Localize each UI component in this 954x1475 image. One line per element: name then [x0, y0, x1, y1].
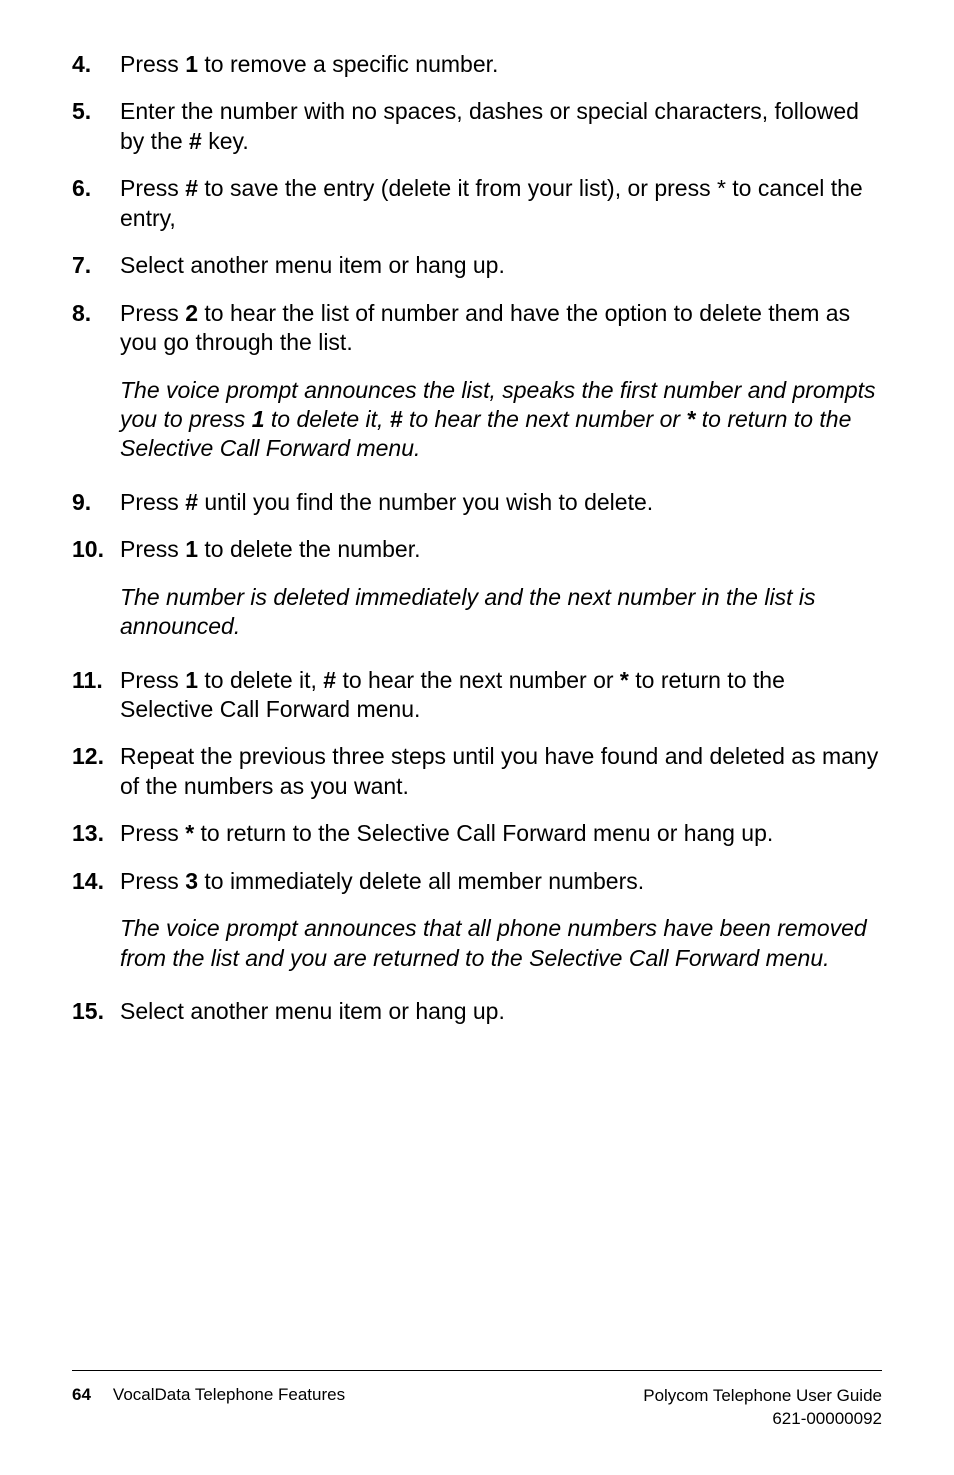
list-item: 15.Select another menu item or hang up.: [72, 997, 882, 1026]
list-text: Repeat the previous three steps until yo…: [120, 742, 882, 801]
list-note: The number is deleted immediately and th…: [120, 583, 882, 642]
list-number: 6.: [72, 174, 120, 233]
list-number: 14.: [72, 867, 120, 896]
list-text: Enter the number with no spaces, dashes …: [120, 97, 882, 156]
list-item: 13.Press * to return to the Selective Ca…: [72, 819, 882, 848]
page-footer: 64 VocalData Telephone Features Polycom …: [72, 1370, 882, 1431]
list-number: 5.: [72, 97, 120, 156]
list-text: Press 3 to immediately delete all member…: [120, 867, 882, 896]
list-number: 11.: [72, 666, 120, 725]
list-number: 9.: [72, 488, 120, 517]
list-item: 10.Press 1 to delete the number.: [72, 535, 882, 564]
list-number: 12.: [72, 742, 120, 801]
list-text: Press # until you find the number you wi…: [120, 488, 882, 517]
page-number: 64: [72, 1385, 91, 1431]
list-text: Press 1 to delete the number.: [120, 535, 882, 564]
list-number: 4.: [72, 50, 120, 79]
list-number: 15.: [72, 997, 120, 1026]
content: 4.Press 1 to remove a specific number.5.…: [72, 50, 882, 1027]
list-item: 11.Press 1 to delete it, # to hear the n…: [72, 666, 882, 725]
list-text: Press 1 to delete it, # to hear the next…: [120, 666, 882, 725]
list-text: Select another menu item or hang up.: [120, 997, 882, 1026]
list-text: Press 1 to remove a specific number.: [120, 50, 882, 79]
list-text: Press * to return to the Selective Call …: [120, 819, 882, 848]
list-item: 9.Press # until you find the number you …: [72, 488, 882, 517]
list-item: 5.Enter the number with no spaces, dashe…: [72, 97, 882, 156]
list-item: 12.Repeat the previous three steps until…: [72, 742, 882, 801]
list-number: 8.: [72, 299, 120, 358]
list-number: 13.: [72, 819, 120, 848]
list-item: 6.Press # to save the entry (delete it f…: [72, 174, 882, 233]
list-text: Press 2 to hear the list of number and h…: [120, 299, 882, 358]
list-number: 10.: [72, 535, 120, 564]
list-item: 8.Press 2 to hear the list of number and…: [72, 299, 882, 358]
list-item: 4.Press 1 to remove a specific number.: [72, 50, 882, 79]
list-note: The voice prompt announces that all phon…: [120, 914, 882, 973]
footer-doc-number: 621-00000092: [643, 1408, 882, 1431]
list-text: Press # to save the entry (delete it fro…: [120, 174, 882, 233]
list-item: 14.Press 3 to immediately delete all mem…: [72, 867, 882, 896]
footer-right: Polycom Telephone User Guide 621-0000009…: [643, 1385, 882, 1431]
list-item: 7.Select another menu item or hang up.: [72, 251, 882, 280]
footer-guide-title: Polycom Telephone User Guide: [643, 1385, 882, 1408]
list-note: The voice prompt announces the list, spe…: [120, 376, 882, 464]
footer-section-title: VocalData Telephone Features: [113, 1385, 345, 1431]
footer-left: 64 VocalData Telephone Features: [72, 1385, 345, 1431]
list-text: Select another menu item or hang up.: [120, 251, 882, 280]
list-number: 7.: [72, 251, 120, 280]
